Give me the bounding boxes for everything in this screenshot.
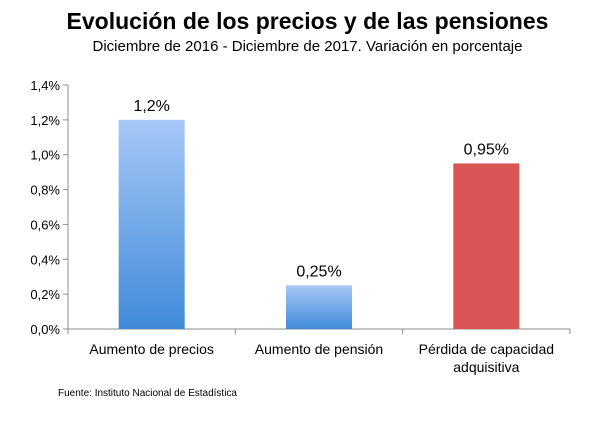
data-label: 0,95% — [464, 141, 509, 158]
source-note: Fuente: Instituto Nacional de Estadístic… — [58, 388, 237, 399]
y-tick-label: 0,6% — [30, 217, 60, 232]
y-tick-label: 0,4% — [30, 252, 60, 267]
x-tick-label: Aumento de pensión — [255, 341, 383, 357]
y-tick-label: 0,0% — [30, 322, 60, 337]
bar — [453, 163, 520, 329]
x-tick-label: Aumento de precios — [89, 341, 214, 357]
x-tick-label: adquisitiva — [453, 359, 519, 375]
x-tick-label: Pérdida de capacidad — [419, 341, 554, 357]
y-tick-label: 1,0% — [30, 148, 60, 163]
bar — [118, 119, 185, 329]
y-tick-label: 1,4% — [30, 78, 60, 93]
data-label: 1,2% — [133, 98, 169, 115]
y-tick-label: 0,2% — [30, 287, 60, 302]
bar — [286, 285, 352, 329]
chart-title: Evolución de los precios y de las pensio… — [66, 8, 549, 34]
chart-subtitle: Diciembre de 2016 - Diciembre de 2017. V… — [92, 38, 523, 55]
y-tick-label: 0,8% — [30, 183, 60, 198]
data-label: 0,25% — [296, 263, 341, 280]
y-tick-label: 1,2% — [30, 113, 60, 128]
